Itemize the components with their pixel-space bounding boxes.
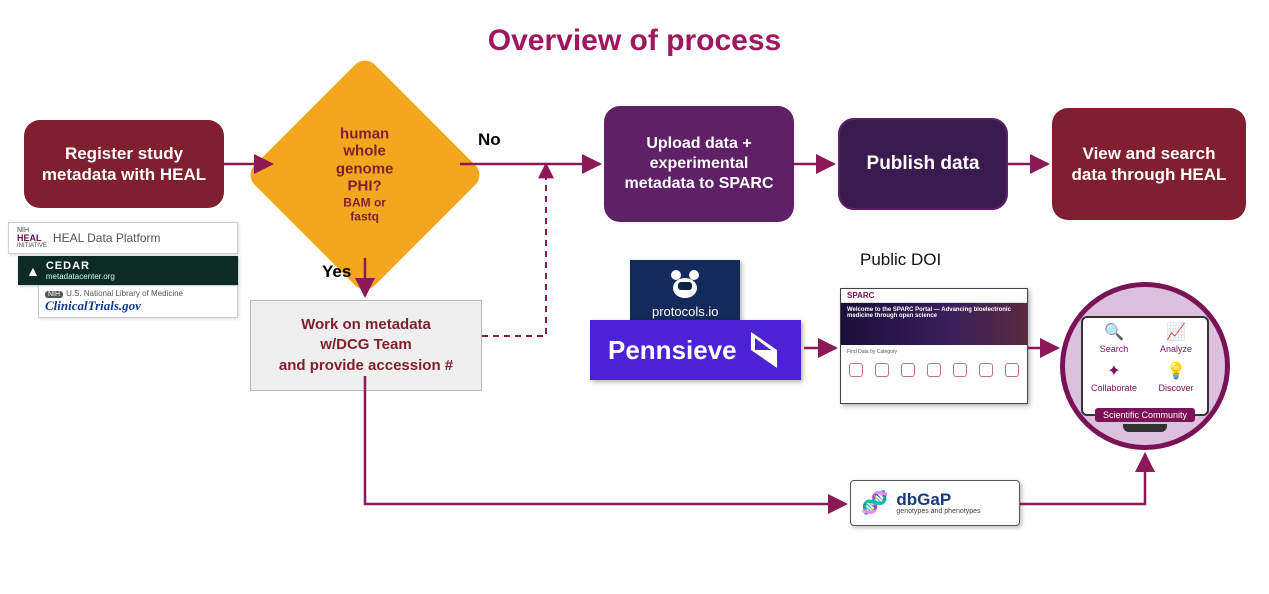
node-upload: Upload data + experimental metadata to S… — [604, 106, 794, 222]
node-view: View and search data through HEAL — [1052, 108, 1246, 220]
logo-heal-platform: NIH HEAL INITIATIVE HEAL Data Platform — [8, 222, 238, 254]
search-icon: 🔍 — [1104, 322, 1124, 342]
decision-no-label: No — [478, 130, 501, 150]
dna-icon: 🧬 — [861, 490, 888, 516]
decision-line: whole — [344, 143, 387, 160]
decision-line: human — [340, 126, 389, 143]
decision-line: genome — [336, 160, 394, 177]
decision-sub: BAM orfastq — [336, 197, 394, 225]
logo-protocolsio: protocols.io — [630, 260, 740, 329]
scientific-community: 🔍Search 📈Analyze ✦Collaborate 💡Discover … — [1060, 282, 1230, 450]
logo-stack: NIH HEAL INITIATIVE HEAL Data Platform ▲… — [8, 222, 238, 318]
logo-dbgap: 🧬 dbGaP genotypes and phenotypes — [850, 480, 1020, 526]
collaborate-icon: ✦ — [1107, 361, 1120, 381]
logo-sparc-portal: SPARC Welcome to the SPARC Portal — Adva… — [840, 288, 1028, 404]
community-tag: Scientific Community — [1095, 408, 1194, 422]
decision-diamond: human whole genome PHI? BAM orfastq — [245, 55, 485, 295]
public-doi-label: Public DOI — [860, 250, 941, 270]
logo-clinicaltrials: NIHU.S. National Library of Medicine Cli… — [38, 285, 238, 318]
node-publish: Publish data — [838, 118, 1008, 210]
page-title: Overview of process — [0, 24, 1269, 58]
discover-icon: 💡 — [1166, 361, 1186, 381]
decision-line: PHI? — [348, 177, 382, 194]
node-metadata-dcg: Work on metadataw/DCG Teamand provide ac… — [250, 300, 482, 391]
logo-pennsieve: Pennsieve — [590, 320, 801, 380]
decision-yes-label: Yes — [322, 262, 351, 282]
logo-cedar: ▲ CEDAR metadatacenter.org — [18, 256, 238, 285]
analyze-icon: 📈 — [1166, 322, 1186, 342]
node-register: Register study metadata with HEAL — [24, 120, 224, 208]
